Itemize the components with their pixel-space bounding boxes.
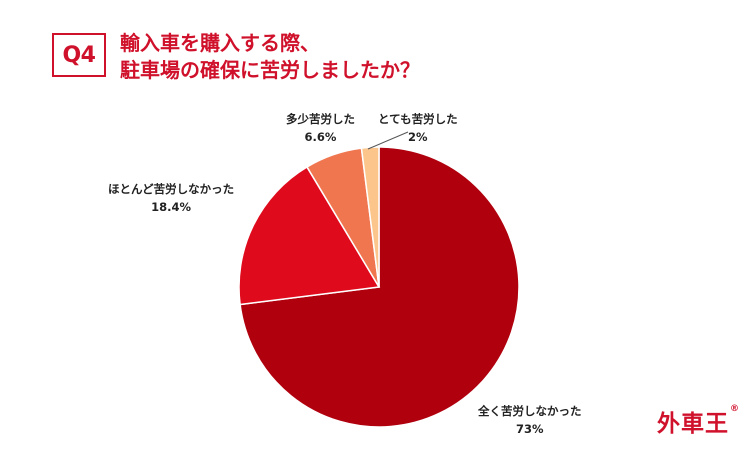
logo-text: 外車王 [657, 411, 729, 437]
brand-logo: 外車王® [657, 404, 740, 438]
question-badge: Q4 [52, 33, 106, 77]
pie-slice-3 [360, 146, 380, 288]
registered-mark: ® [730, 404, 740, 414]
label-somewhat: 多少苦労した 6.6% [286, 112, 355, 144]
label-very: とても苦労した 2% [378, 112, 458, 144]
chart-title: 輸入車を購入する際、 駐車場の確保に苦労しましたか？ [120, 30, 420, 84]
title-line-1: 輸入車を購入する際、 [120, 31, 320, 55]
leader-line-very [367, 131, 409, 150]
label-not-at-all: 全く苦労しなかった 73% [478, 404, 582, 436]
title-line-2: 駐車場の確保に苦労しましたか？ [120, 58, 420, 82]
pie-slice-1 [238, 165, 381, 306]
label-hardly: ほとんど苦労しなかった 18.4% [108, 182, 235, 214]
